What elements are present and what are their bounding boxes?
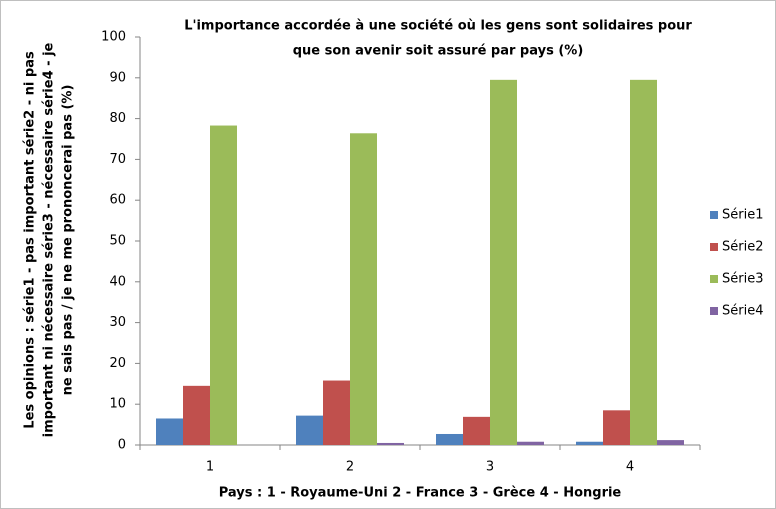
- bar: [576, 441, 603, 445]
- x-tick-label: 2: [346, 460, 354, 475]
- bar: [463, 416, 490, 445]
- y-tick-label: 0: [118, 438, 126, 453]
- legend-swatch: [710, 307, 718, 315]
- x-tick-label: 3: [486, 460, 494, 475]
- y-tick-label: 50: [109, 234, 126, 249]
- bar: [436, 433, 463, 445]
- y-axis-label: important ni nécessaire série3 - nécessa…: [42, 42, 57, 437]
- legend-label: Série1: [722, 208, 763, 223]
- legend-swatch: [710, 275, 718, 283]
- bar: [156, 418, 183, 445]
- y-tick-label: 30: [109, 315, 126, 330]
- y-tick-label: 10: [109, 397, 126, 412]
- bar: [517, 441, 544, 445]
- y-tick-label: 40: [109, 274, 126, 289]
- bar: [350, 133, 377, 445]
- y-tick-label: 100: [101, 30, 126, 45]
- chart-title: L'importance accordée à une société où l…: [184, 19, 692, 34]
- bar: [630, 79, 657, 445]
- legend-label: Série2: [722, 240, 763, 255]
- y-tick-label: 90: [109, 70, 126, 85]
- x-tick-label: 1: [206, 460, 214, 475]
- x-tick-label: 4: [626, 460, 634, 475]
- bar: [210, 125, 237, 445]
- bar: [603, 410, 630, 445]
- bar: [296, 415, 323, 445]
- y-tick-label: 20: [109, 356, 126, 371]
- x-axis-label: Pays : 1 - Royaume-Uni 2 - France 3 - Gr…: [219, 486, 622, 501]
- bar: [323, 380, 350, 445]
- chart-title: que son avenir soit assuré par pays (%): [293, 44, 584, 59]
- y-tick-label: 70: [109, 152, 126, 167]
- legend-label: Série3: [722, 272, 763, 287]
- bar: [490, 79, 517, 445]
- y-tick-label: 60: [109, 193, 126, 208]
- bar: [377, 442, 404, 445]
- y-axis-label: Les opinions : série1 - pas important sé…: [23, 51, 38, 429]
- bar: [183, 385, 210, 445]
- legend-label: Série4: [722, 304, 763, 319]
- legend-swatch: [710, 211, 718, 219]
- y-tick-label: 80: [109, 111, 126, 126]
- bar: [657, 440, 684, 445]
- legend-swatch: [710, 243, 718, 251]
- y-axis-label: ne sais pas / je ne me prononcerai pas (…: [61, 85, 76, 396]
